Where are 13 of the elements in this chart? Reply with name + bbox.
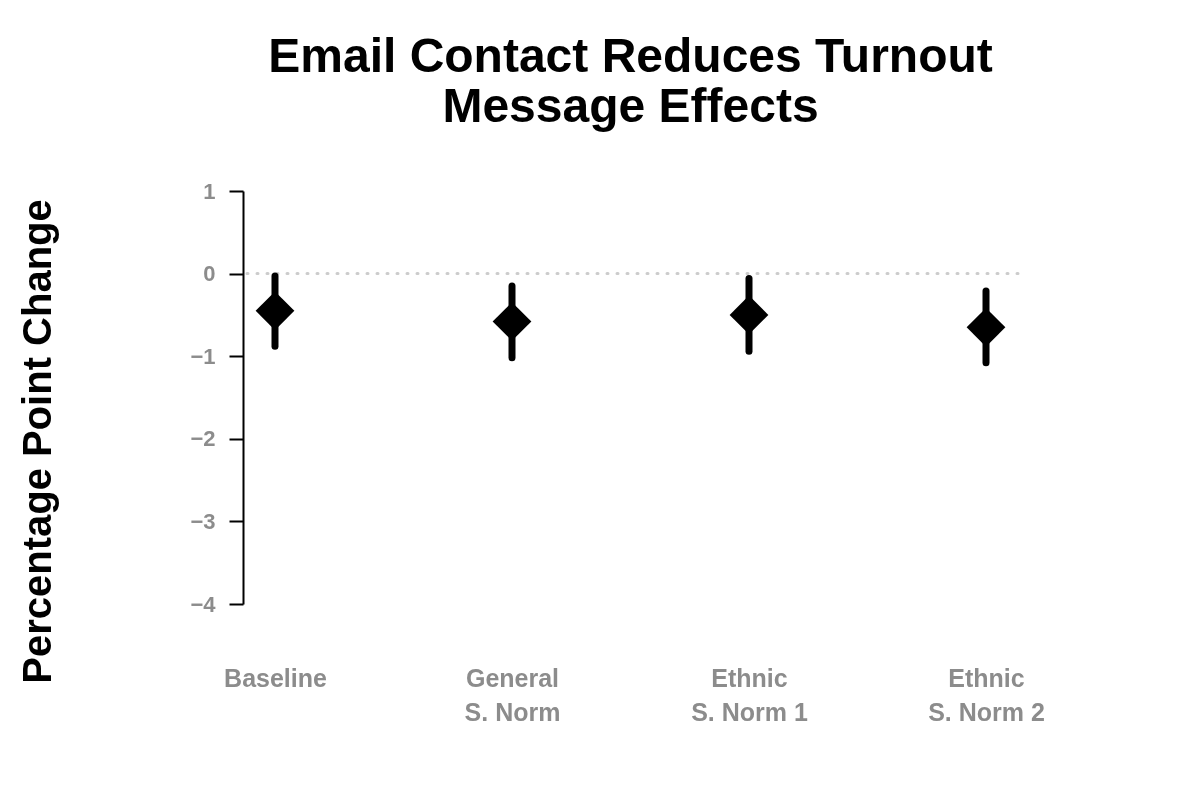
chart-subtitle: Message Effects [442, 79, 819, 132]
y-tick-label: 0 [203, 261, 216, 287]
chart-title: Email Contact Reduces Turnout [268, 29, 993, 82]
x-tick-label: General S. Norm [464, 663, 561, 726]
y-tick-label: −3 [190, 508, 216, 534]
x-tick-label: Baseline [224, 663, 327, 692]
y-tick-label: −4 [190, 591, 217, 617]
x-tick-label: Ethnic S. Norm 1 [691, 663, 808, 726]
y-tick-label: −1 [190, 343, 216, 369]
y-tick-label: −2 [190, 426, 216, 452]
x-tick-label: Ethnic S. Norm 2 [928, 663, 1045, 726]
y-tick-label: 1 [203, 178, 216, 204]
y-axis-title: Percentage Point Change [14, 199, 59, 684]
